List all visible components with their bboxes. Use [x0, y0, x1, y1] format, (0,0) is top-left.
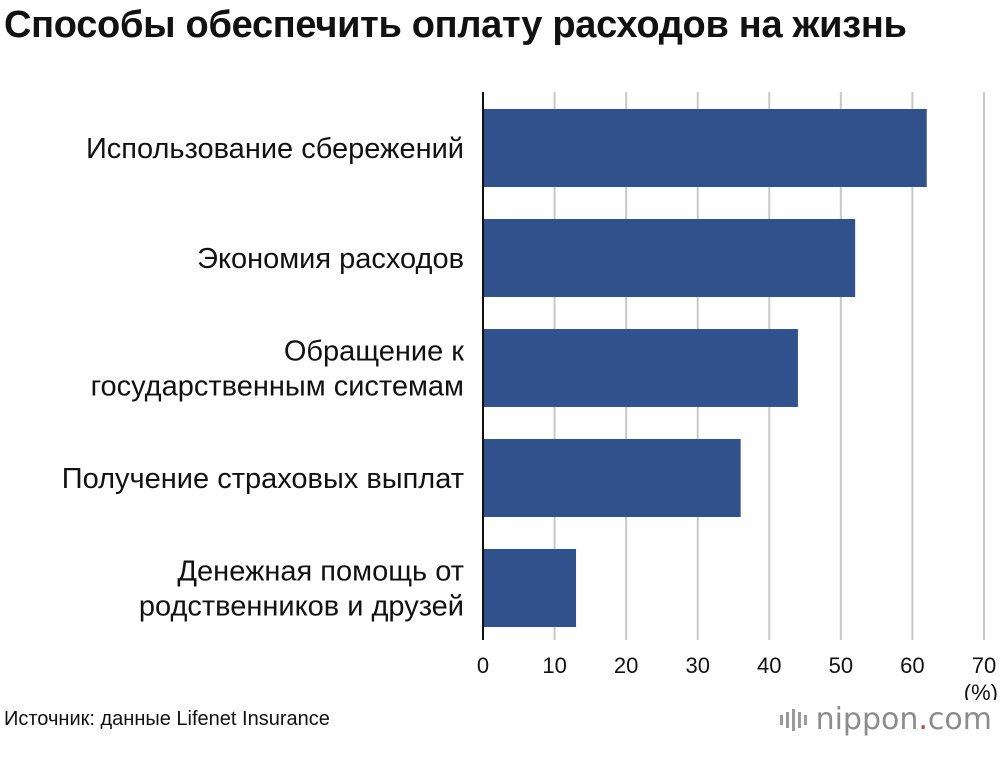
chart-title: Способы обеспечить оплату расходов на жи…	[4, 4, 907, 46]
logo-domain: com	[927, 702, 992, 737]
logo-name: nippon	[815, 702, 919, 737]
bar	[483, 439, 741, 517]
bar	[483, 109, 927, 187]
bar-chart: Использование сбережений Экономия расходо…	[62, 92, 998, 700]
x-tick-label: 50	[829, 653, 853, 678]
category-label: Экономия расходов	[197, 243, 464, 275]
x-tick-label: 30	[685, 653, 709, 678]
category-label: Обращение к	[284, 336, 464, 368]
category-label: Получение страховых выплат	[62, 463, 464, 495]
logo-bars-icon	[779, 708, 810, 731]
x-tick-label: 40	[757, 653, 781, 678]
bar	[483, 329, 798, 407]
bar	[483, 219, 856, 297]
nippon-logo: nippon. com	[779, 702, 992, 737]
x-unit-label: (%)	[964, 680, 998, 700]
category-label: государственным системам	[91, 371, 464, 403]
category-label: Денежная помощь от	[177, 556, 464, 588]
category-label: Использование сбережений	[86, 133, 464, 165]
source-note: Источник: данные Lifenet Insurance	[4, 708, 330, 730]
x-tick-label: 60	[900, 653, 924, 678]
category-label: родственников и друзей	[139, 591, 464, 623]
x-tick-label: 0	[477, 653, 489, 678]
x-tick-label: 20	[614, 653, 638, 678]
logo-dot: .	[918, 702, 928, 737]
x-tick-label: 10	[542, 653, 566, 678]
x-tick-label: 70	[972, 653, 996, 678]
bar	[483, 549, 577, 627]
